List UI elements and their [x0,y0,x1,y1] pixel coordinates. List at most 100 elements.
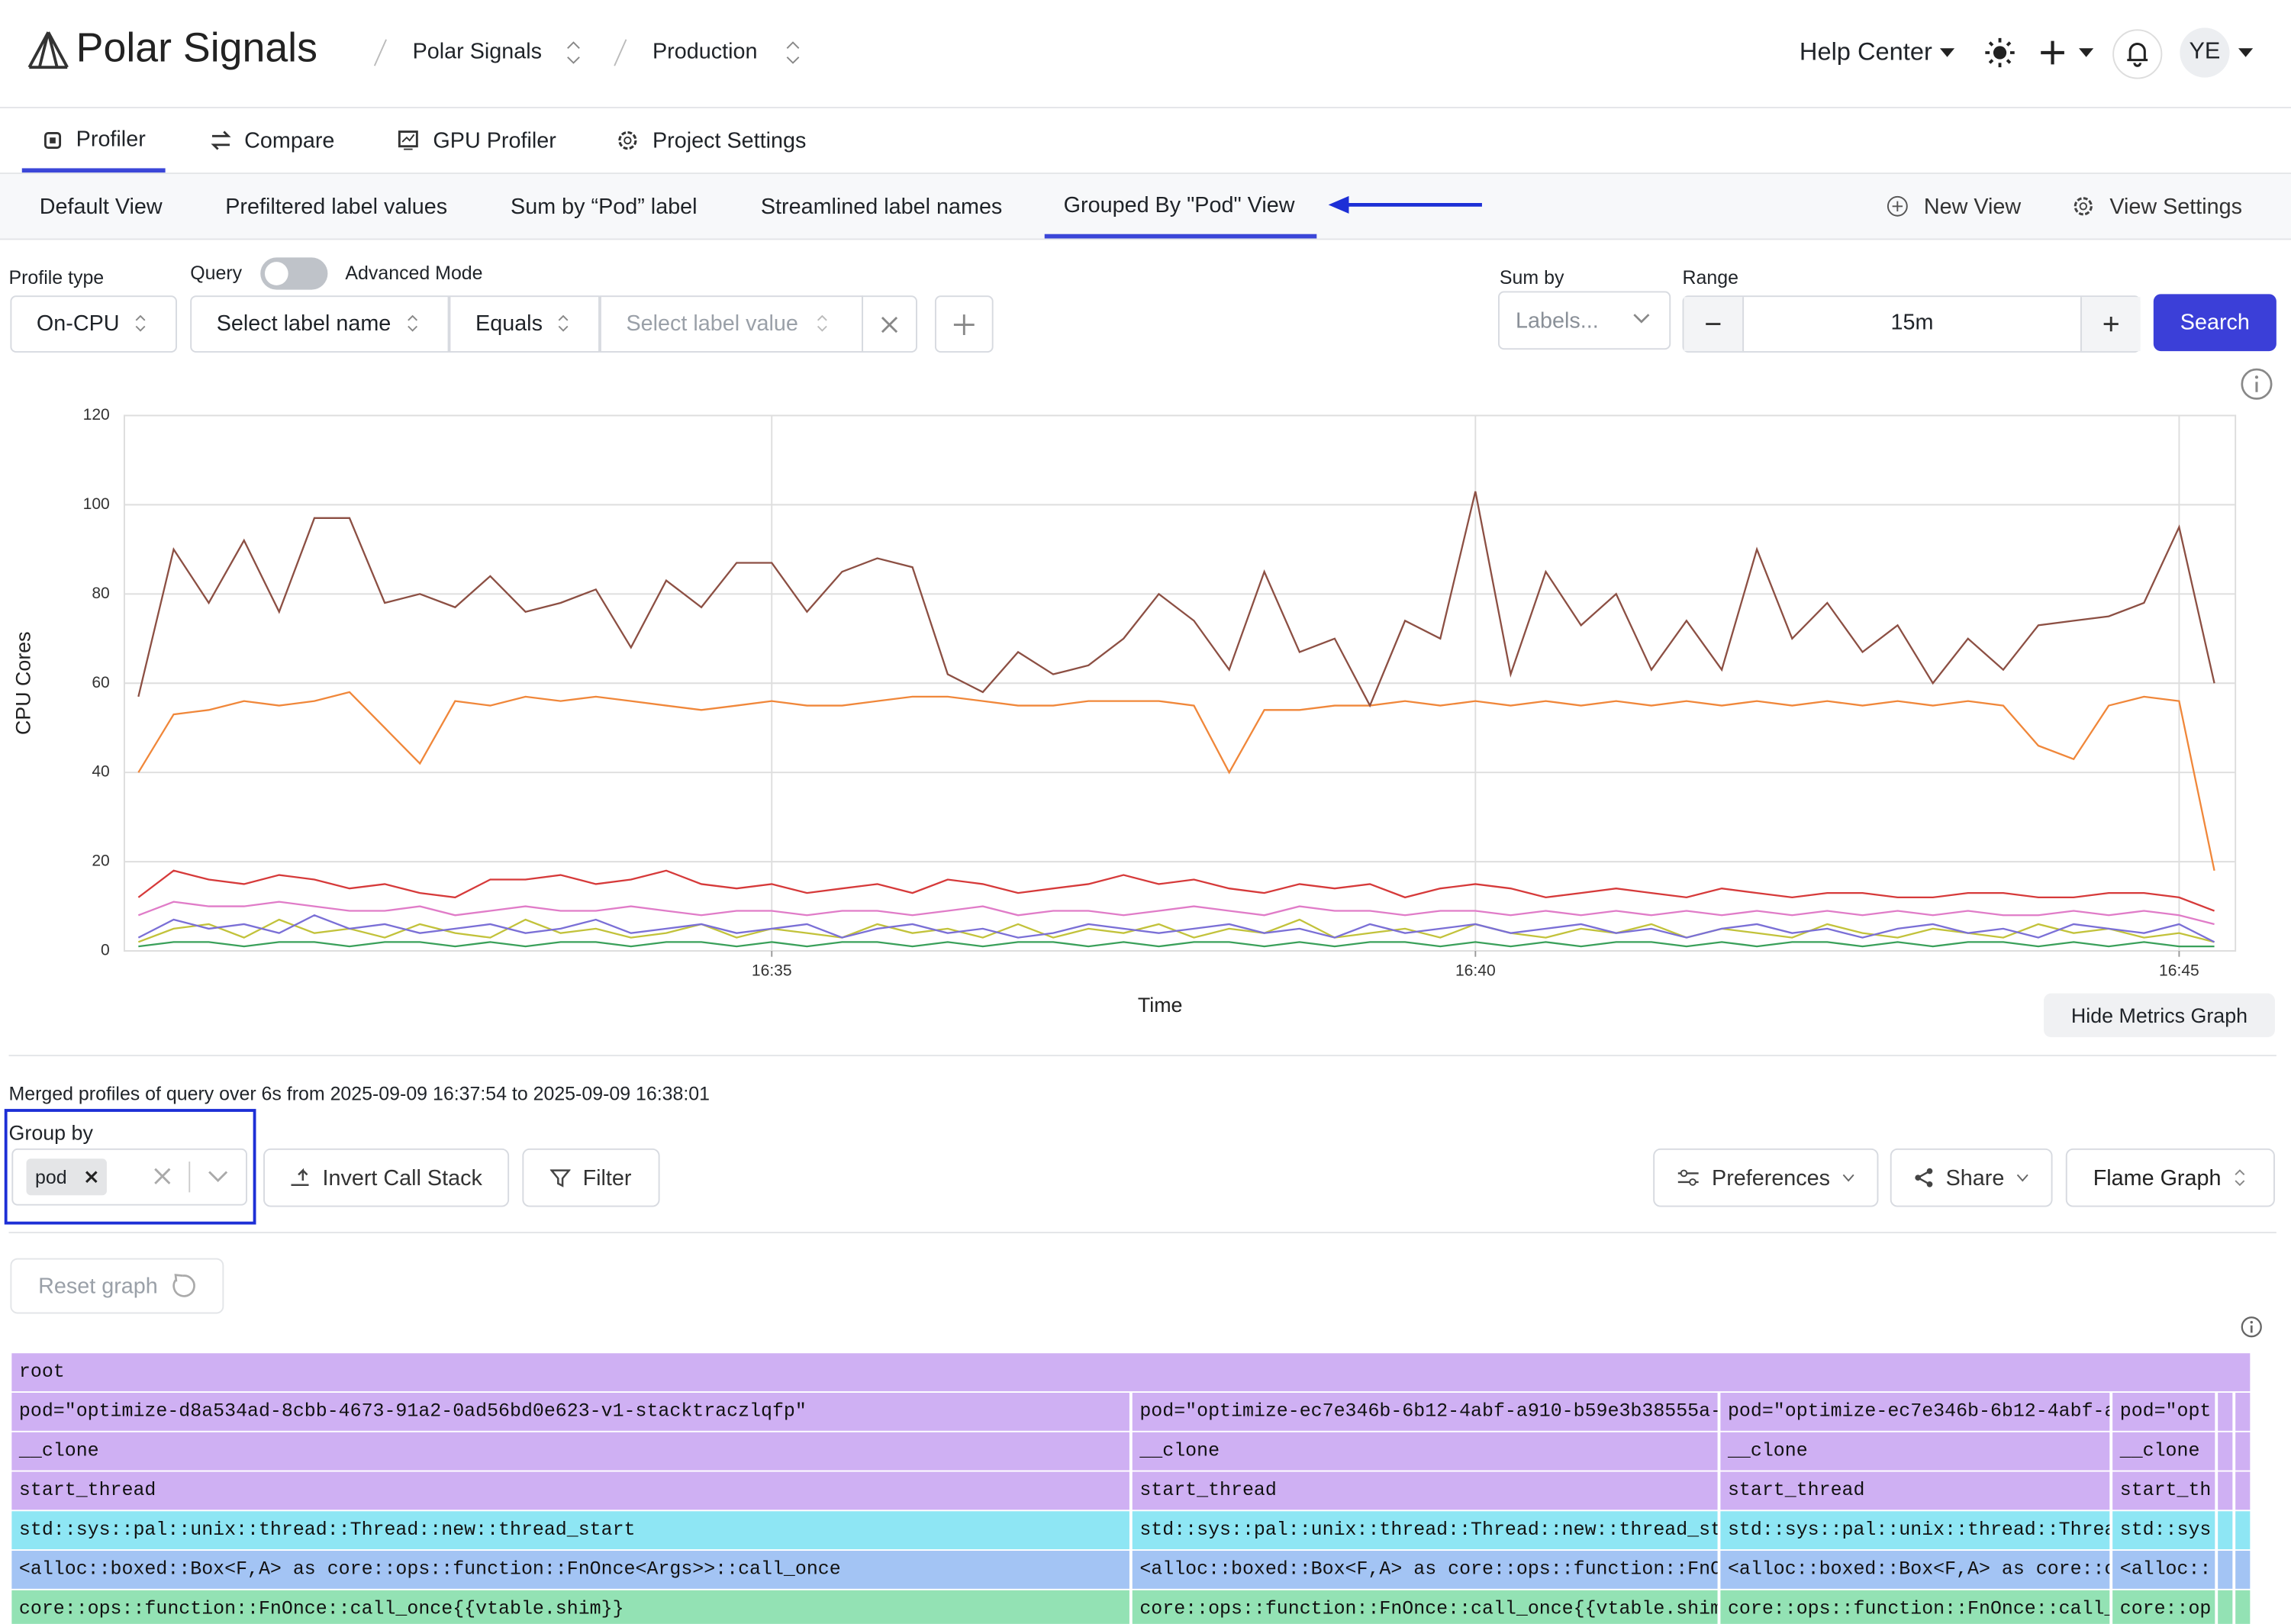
caret [1938,47,1956,58]
annotation-arrow [1329,195,1484,215]
plus-icon [1886,195,1909,218]
notifications[interactable] [2112,29,2162,79]
button-label: Filter [583,1165,632,1191]
flame-frame[interactable]: pod="optimize-ec7e346b-6b12-4abf-a910-b5… [1133,1393,1718,1431]
flame-frame[interactable]: std::sys::pal::unix::thread::Thread::new… [11,1511,1129,1549]
new-view[interactable]: New View [1924,195,2021,220]
view-tab[interactable]: Sum by “Pod” label [511,195,698,220]
flame-frame[interactable]: __clone [1720,1432,2109,1471]
flame-frame[interactable] [2218,1590,2232,1624]
chevron [1631,311,1651,326]
flame-frame[interactable]: __clone [2112,1432,2215,1471]
reset-icon [169,1273,196,1300]
operator-select[interactable]: Equals [450,295,600,353]
help-center[interactable]: Help Center [1800,38,1932,67]
flame-frame[interactable]: root [11,1353,2250,1391]
view-tab[interactable]: Default View [40,195,163,220]
flame-frame[interactable] [2235,1472,2250,1510]
series-line [138,871,2214,911]
flame-frame[interactable] [2218,1472,2232,1510]
flame-frame[interactable]: __clone [1133,1432,1718,1471]
range-decrease[interactable] [1684,297,1744,351]
clear-icon[interactable] [152,1166,172,1187]
y-tick-label: 120 [83,406,110,424]
view-tab[interactable]: Streamlined label names [761,195,1002,220]
invert-button[interactable]: Invert Call Stack [263,1149,509,1207]
select-value: Select label value [626,311,798,337]
flame-frame[interactable] [2218,1393,2232,1431]
tab[interactable]: GPU Profiler [433,129,556,154]
button-label: Invert Call Stack [322,1165,482,1191]
hide-metrics-button[interactable]: Hide Metrics Graph [2044,994,2275,1038]
view-tab[interactable]: Prefiltered label values [225,195,447,220]
add-menu[interactable] [2038,38,2096,67]
flame-frame[interactable]: __clone [11,1432,1129,1471]
flame-frame[interactable]: start_thread [1720,1472,2109,1510]
add-matcher[interactable] [935,295,994,353]
preferences-button[interactable]: Preferences [1653,1149,1878,1207]
select-value: Labels... [1516,308,1599,334]
brand[interactable]: Polar Signals [76,25,317,72]
tab[interactable]: Profiler [76,127,146,153]
y-tick-label: 0 [101,942,110,959]
flame-frame[interactable] [2235,1590,2250,1624]
flame-frame[interactable]: <alloc:: [2112,1551,2215,1589]
flame-frame[interactable]: core::ops::function::FnOnce::call_once{{… [1133,1590,1718,1624]
tab[interactable]: Project Settings [652,129,806,154]
flame-frame[interactable]: core::ops::function::FnOnce::call_ [1720,1590,2109,1624]
flame-frame[interactable]: start_thread [1133,1472,1718,1510]
chevron [565,40,582,66]
info-icon[interactable] [2240,1315,2264,1339]
flame-frame[interactable] [2218,1551,2232,1589]
invert-icon [290,1168,311,1188]
flame-frame[interactable]: std::sys::pal::unix::thread::Thread::new… [1133,1511,1718,1549]
theme-toggle[interactable] [1983,37,2016,69]
flame-frame[interactable] [2235,1551,2250,1589]
visualization-select[interactable]: Flame Graph [2066,1149,2275,1207]
share-button[interactable]: Share [1890,1149,2053,1207]
flame-frame[interactable]: <alloc::boxed::Box<F,A> as core::o [1720,1551,2109,1589]
view-tab[interactable]: Grouped By "Pod" View [1064,193,1295,218]
flame-frame[interactable]: start_th [2112,1472,2215,1510]
flame-frame[interactable] [2235,1393,2250,1431]
button-label: Reset graph [38,1274,158,1299]
chevron [2016,1173,2029,1182]
group-by-chip: pod [27,1158,107,1195]
button-label: Preferences [1712,1165,1830,1191]
flame-frame[interactable]: pod="opt [2112,1393,2215,1431]
flame-frame[interactable]: std::sys [2112,1511,2215,1549]
flame-frame[interactable]: core::ops::function::FnOnce::call_once{{… [11,1590,1129,1624]
range-increase[interactable] [2080,297,2141,351]
flame-frame[interactable]: core::op [2112,1590,2215,1624]
series-line [138,491,2214,706]
tab[interactable]: Compare [244,129,334,154]
avatar[interactable]: YE [2180,27,2229,77]
label: Query [190,262,242,284]
merged-info: Merged profiles of query over 6s from 20… [9,1083,710,1105]
flame-frame[interactable]: std::sys::pal::unix::thread::Threa [1720,1511,2109,1549]
flame-frame[interactable] [2218,1432,2232,1471]
range-value[interactable]: 15m [1744,310,2080,335]
advanced-toggle[interactable] [260,257,327,289]
flame-frame[interactable]: pod="optimize-d8a534ad-8cbb-4673-91a2-0a… [11,1393,1129,1431]
chip-remove[interactable] [85,1171,98,1184]
org-selector[interactable]: Polar Signals [413,40,542,65]
view-settings[interactable]: View Settings [2109,195,2242,220]
flame-frame[interactable]: pod="optimize-ec7e346b-6b12-4abf-a [1720,1393,2109,1431]
flame-frame[interactable]: start_thread [11,1472,1129,1510]
profiler-icon [41,129,65,153]
profile-type-select[interactable]: On-CPU [10,295,177,353]
reset-graph-button[interactable]: Reset graph [10,1258,224,1314]
search-button[interactable]: Search [2154,294,2276,351]
flame-frame[interactable] [2235,1511,2250,1549]
flame-frame[interactable]: <alloc::boxed::Box<F,A> as core::ops::fu… [1133,1551,1718,1589]
project-selector[interactable]: Production [652,40,757,65]
flame-frame[interactable] [2218,1511,2232,1549]
clear-matcher[interactable] [862,295,917,353]
filter-button[interactable]: Filter [522,1149,659,1207]
separator [188,1162,190,1192]
flame-frame[interactable]: <alloc::boxed::Box<F,A> as core::ops::fu… [11,1551,1129,1589]
divider [9,1055,2276,1056]
flame-frame[interactable] [2235,1432,2250,1471]
